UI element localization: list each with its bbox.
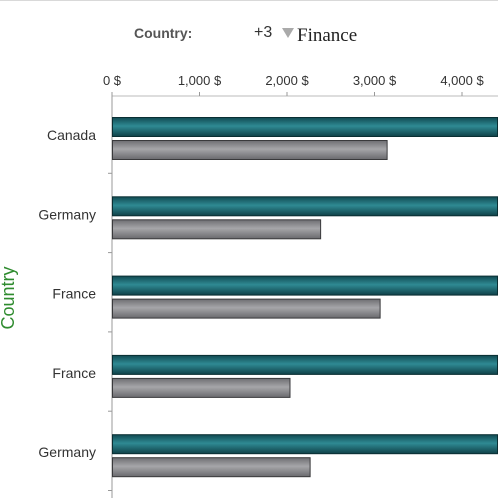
filter-more-count[interactable]: +3 <box>254 24 273 41</box>
bar <box>112 275 498 296</box>
bar <box>112 377 291 398</box>
top-border <box>0 0 498 1</box>
bar <box>112 140 388 160</box>
x-tick-label: 1,000 $ <box>178 73 222 88</box>
filter-label: Country: <box>134 25 193 41</box>
bar <box>112 354 498 375</box>
x-tick-label: 0 $ <box>103 73 122 88</box>
y-axis-title: Country <box>0 266 18 329</box>
bar <box>112 117 498 137</box>
y-category-label: Canada <box>47 127 96 143</box>
bar <box>112 298 381 319</box>
y-category-label: France <box>52 286 96 302</box>
y-category-label: Germany <box>38 444 96 460</box>
y-category-label: France <box>52 365 96 381</box>
bars-group <box>112 117 498 478</box>
bar <box>112 434 498 455</box>
bar <box>112 457 311 478</box>
x-tick-label: 4,000 $ <box>440 73 484 88</box>
y-category-label: Germany <box>38 206 96 222</box>
bar <box>112 196 498 217</box>
labels-group: 0 $ 1,000 $ 2,000 $ 3,000 $ 4,000 $ Canada Ger… <box>0 73 484 460</box>
x-tick-label: 3,000 $ <box>353 73 397 88</box>
triangle-down-icon[interactable] <box>282 28 294 38</box>
axes-group <box>108 92 498 498</box>
x-tick-label: 2,000 $ <box>265 73 309 88</box>
bar <box>112 219 322 240</box>
filter-selected-value[interactable]: Finance <box>297 25 358 46</box>
